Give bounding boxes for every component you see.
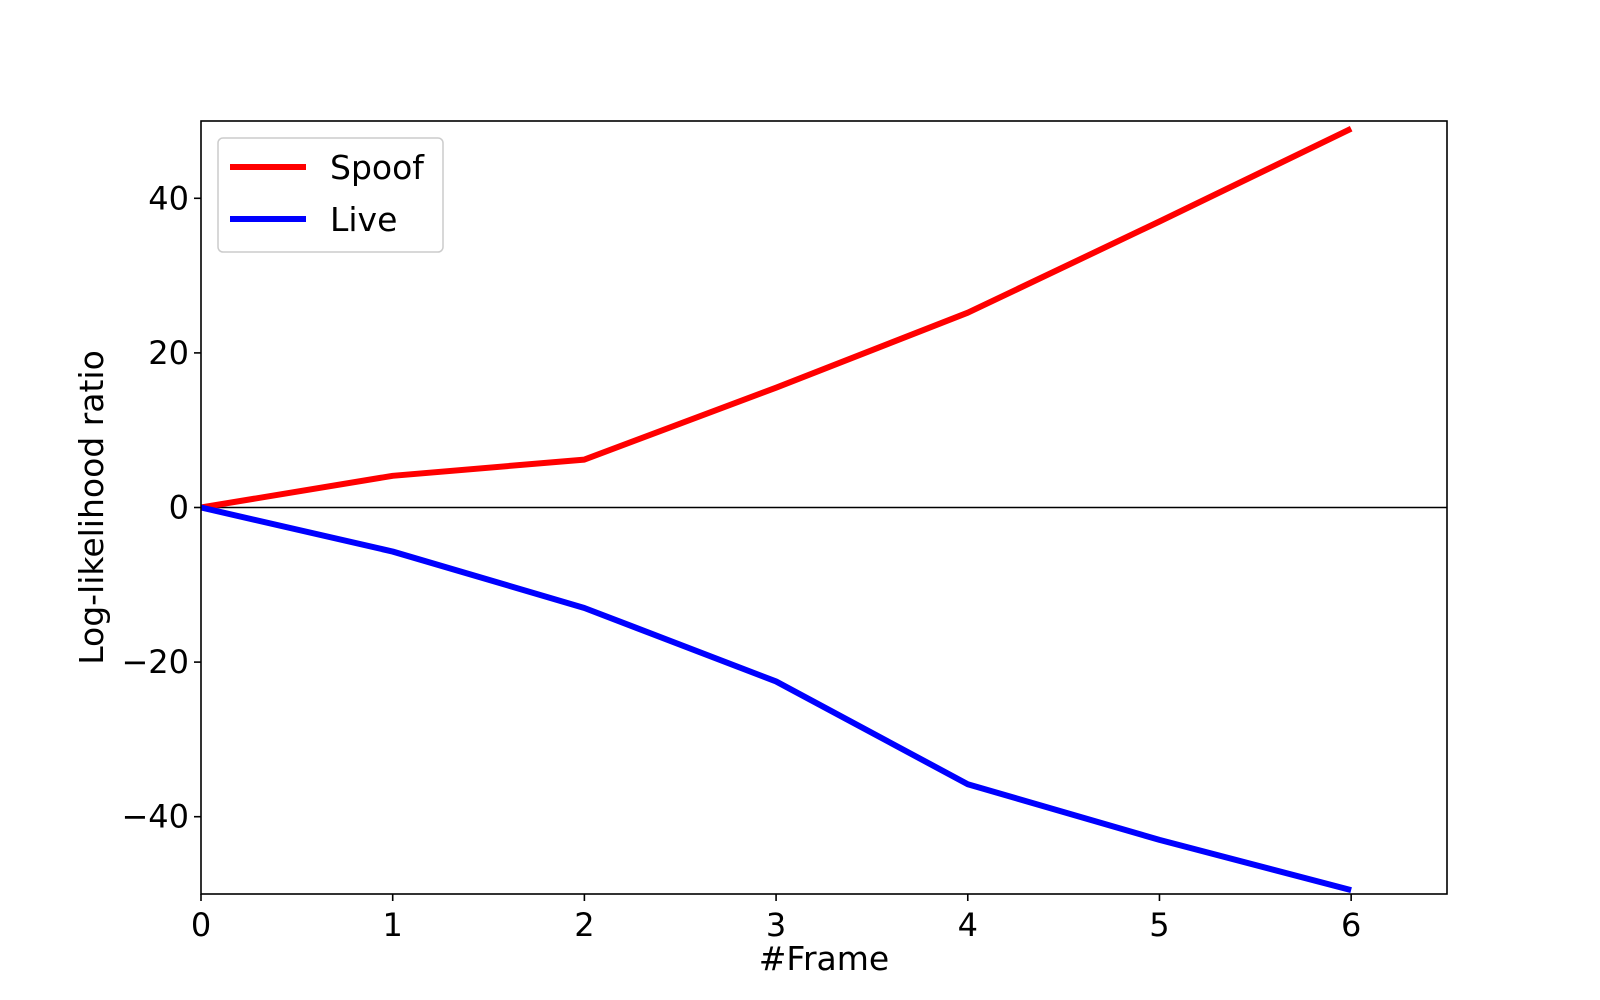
- y-axis-label: Log-likelihood ratio: [72, 350, 111, 665]
- x-tick-label: 1: [383, 906, 403, 944]
- legend-label-spoof: Spoof: [330, 148, 425, 187]
- x-axis-label: #Frame: [759, 939, 889, 978]
- x-tick-label: 0: [191, 906, 211, 944]
- legend: Spoof Live: [217, 137, 444, 253]
- axes: 0 1 2 3 4 5 6 −40 −20 0 20 40: [121, 120, 1448, 944]
- x-tick-label: 6: [1341, 906, 1361, 944]
- legend-label-live: Live: [330, 200, 397, 239]
- x-tick-label: 4: [958, 906, 978, 944]
- y-tick-label: 40: [148, 179, 189, 217]
- x-tick-label: 3: [766, 906, 786, 944]
- plot-area: [200, 126, 1447, 894]
- y-tick-label: 20: [148, 334, 189, 372]
- series-line-spoof: [200, 126, 1353, 511]
- y-tick-label: −40: [121, 798, 189, 836]
- y-tick-label: −20: [121, 643, 189, 681]
- series-line-live: [200, 504, 1352, 894]
- x-tick-label: 5: [1149, 906, 1169, 944]
- y-tick-label: 0: [169, 489, 189, 527]
- x-tick-label: 2: [574, 906, 594, 944]
